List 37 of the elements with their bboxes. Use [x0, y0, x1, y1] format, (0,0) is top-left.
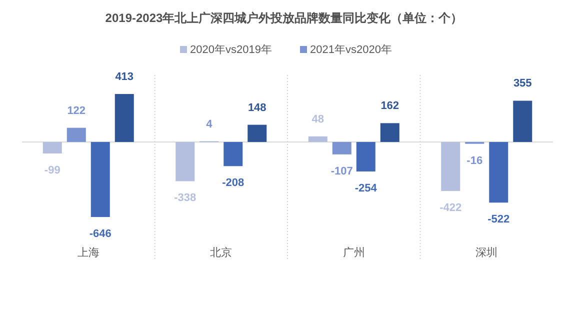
bar	[380, 123, 400, 142]
data-label: 122	[67, 104, 86, 117]
bar	[176, 142, 195, 182]
data-label: -16	[466, 154, 483, 167]
data-label: 4	[206, 118, 214, 131]
data-label: 355	[513, 78, 532, 90]
bar	[42, 142, 62, 154]
x-tick-label: 上海	[77, 246, 100, 259]
bar	[90, 142, 110, 217]
bar	[224, 142, 243, 166]
bar	[308, 136, 328, 142]
x-tick-label: 广州	[342, 246, 365, 259]
data-label: -646	[89, 228, 112, 240]
bar	[489, 142, 508, 203]
x-tick-label: 深圳	[476, 246, 498, 259]
legend-label: 2020年vs2019年	[190, 44, 272, 56]
data-label: -99	[44, 164, 60, 176]
legend-label: 2021年vs2020年	[310, 44, 392, 56]
data-label: 48	[312, 113, 324, 126]
bar	[441, 142, 460, 191]
bar	[114, 94, 134, 142]
chart-title: 2019-2023年北上广深四城户外投放品牌数量同比变化（单位：个）	[105, 11, 463, 25]
data-label: 162	[380, 100, 400, 112]
data-label: -208	[222, 177, 244, 190]
data-label: 148	[248, 102, 266, 114]
bar	[248, 124, 267, 142]
data-label: -338	[174, 192, 196, 204]
bar	[356, 142, 376, 172]
bar	[66, 128, 86, 142]
data-label: -254	[354, 182, 378, 194]
data-label: -107	[330, 165, 353, 178]
x-tick-label: 北京	[210, 246, 232, 259]
data-label: -422	[440, 202, 462, 214]
bar	[513, 100, 532, 142]
data-label: -522	[488, 214, 510, 226]
bar	[332, 142, 352, 154]
data-label: 413	[115, 71, 134, 83]
